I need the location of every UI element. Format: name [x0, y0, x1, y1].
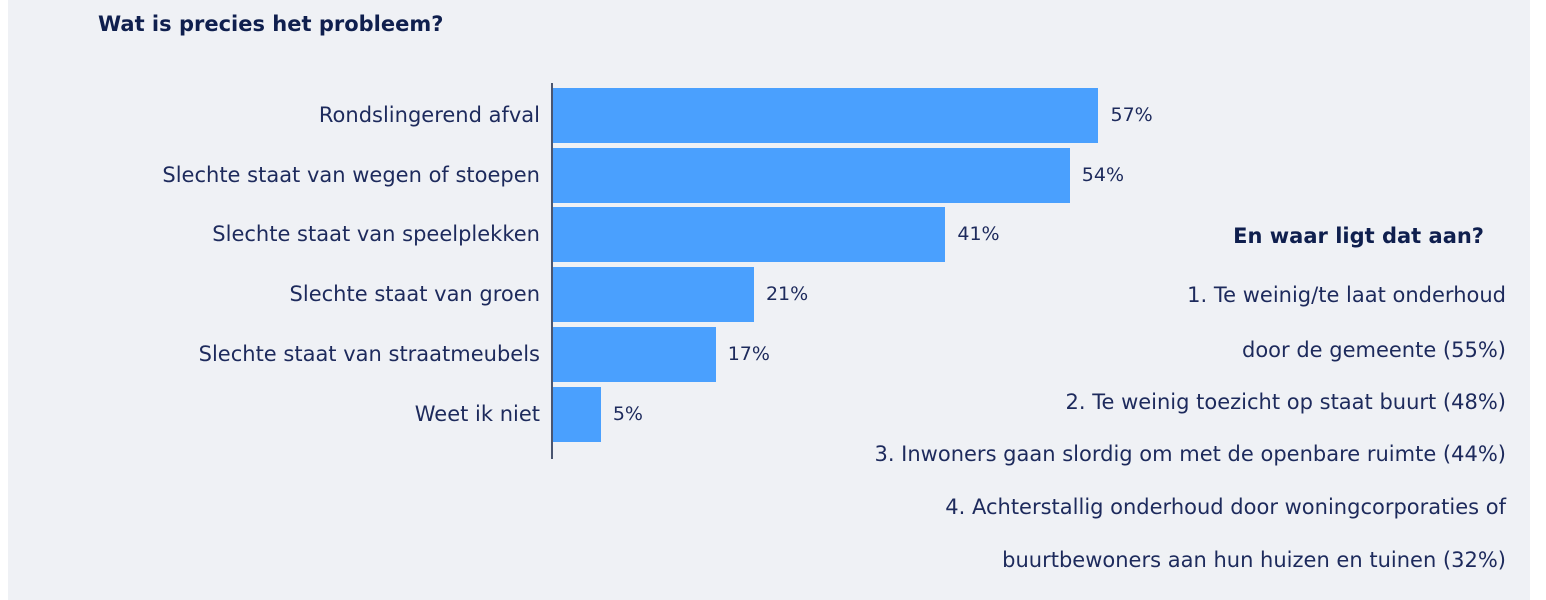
side-title: En waar ligt dat aan?: [1233, 224, 1484, 248]
reason-line: 4. Achterstallig onderhoud door woningco…: [945, 495, 1506, 519]
bar: [553, 88, 1099, 143]
category-label: Slechte staat van straatmeubels: [198, 341, 540, 366]
reason-line: 1. Te weinig/te laat onderhoud: [1187, 283, 1506, 307]
category-label: Slechte staat van wegen of stoepen: [162, 162, 540, 187]
value-label: 17%: [727, 342, 770, 365]
bar: [553, 267, 754, 323]
value-label: 21%: [765, 283, 809, 306]
chart-title: Wat is precies het probleem?: [98, 12, 444, 36]
reason-line: 3. Inwoners gaan slordig om met de openb…: [874, 442, 1506, 466]
category-label: Slechte staat van groen: [289, 282, 540, 307]
bar: [553, 386, 601, 442]
y-axis-line: [551, 83, 553, 459]
category-label: Slechte staat van speelplekken: [212, 222, 540, 247]
reason-line: 2. Te weinig toezicht op staat buurt (48…: [1065, 390, 1507, 414]
value-label: 41%: [957, 223, 1000, 246]
bar: [553, 326, 716, 382]
reason-line: buurtbewoners aan hun huizen en tuinen (…: [1002, 548, 1506, 572]
value-label: 54%: [1081, 163, 1124, 186]
reason-line: door de gemeente (55%): [1241, 338, 1506, 362]
bar: [553, 147, 1070, 203]
category-label: Rondslingerend afval: [318, 103, 540, 127]
value-label: 5%: [612, 402, 643, 425]
bar: [553, 207, 946, 263]
value-label: 57%: [1110, 104, 1153, 126]
category-label: Weet ik niet: [414, 401, 540, 426]
